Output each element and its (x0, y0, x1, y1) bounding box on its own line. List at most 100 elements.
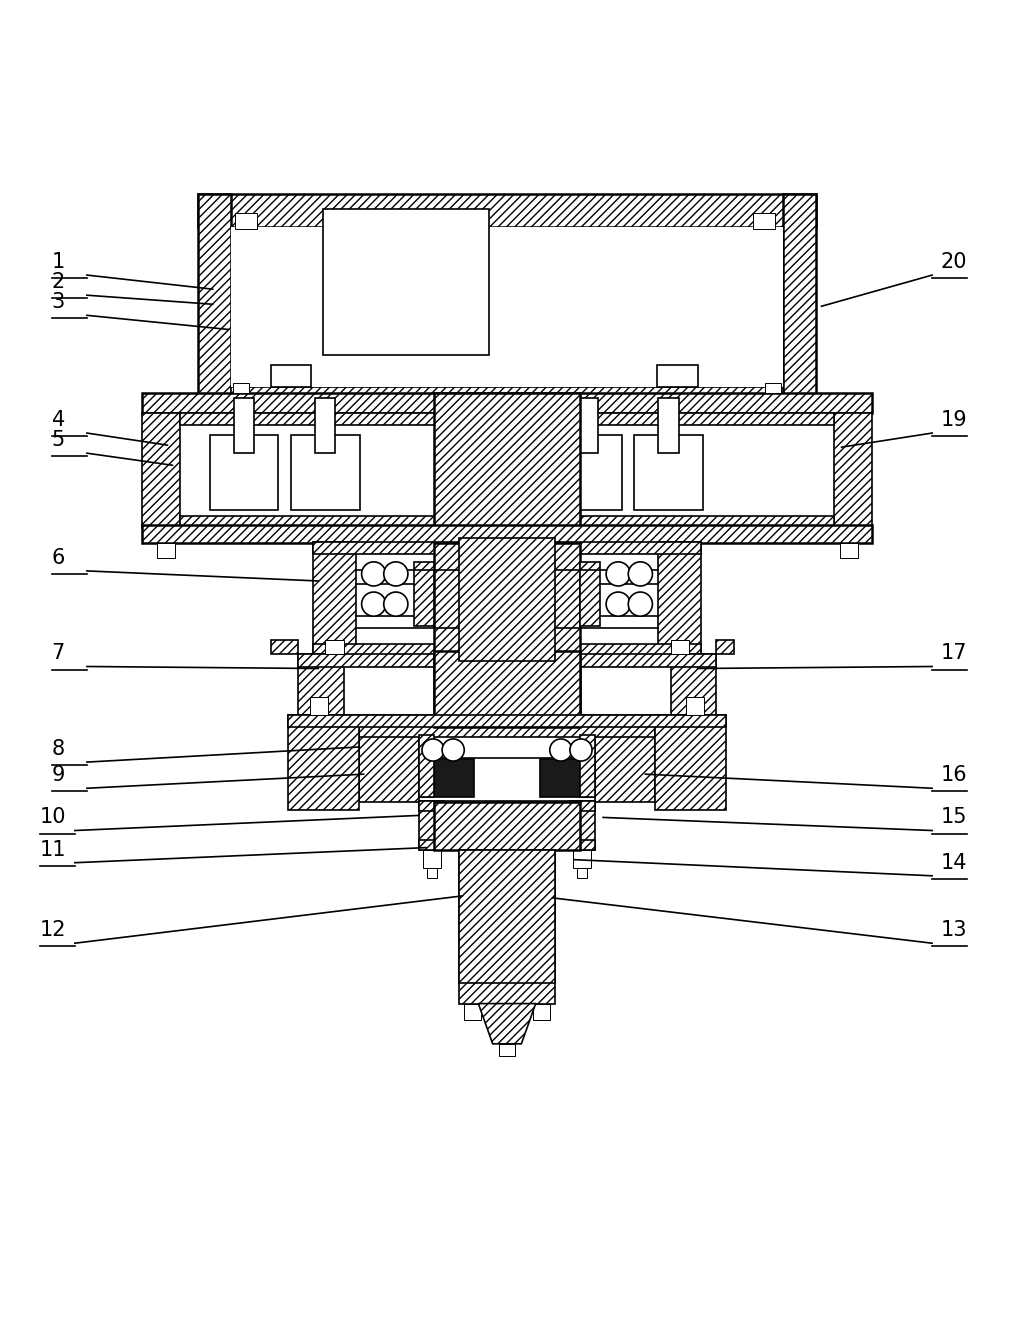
Bar (671, 640, 688, 655)
Bar (839, 543, 858, 557)
Text: 12: 12 (39, 920, 67, 940)
Bar (577, 868, 587, 878)
Circle shape (629, 592, 653, 616)
Bar (459, 981, 555, 1004)
Circle shape (442, 738, 464, 761)
Bar (434, 543, 580, 656)
Bar (580, 734, 595, 797)
Bar (671, 655, 715, 726)
Circle shape (422, 738, 444, 761)
Bar (323, 209, 489, 355)
Bar (423, 849, 441, 868)
Text: 1: 1 (51, 252, 65, 272)
Bar (210, 435, 278, 509)
Bar (434, 802, 580, 849)
Bar (414, 561, 434, 627)
Bar (314, 541, 700, 553)
Bar (314, 541, 355, 656)
Bar (311, 697, 328, 714)
Bar (186, 528, 206, 540)
Bar (554, 435, 623, 509)
Bar (289, 714, 725, 726)
Circle shape (383, 592, 408, 616)
Bar (658, 365, 697, 387)
Bar (198, 193, 231, 395)
Bar (419, 801, 444, 849)
Bar (316, 397, 335, 453)
Circle shape (606, 561, 631, 587)
Text: 17: 17 (940, 644, 968, 664)
Bar (181, 413, 833, 425)
Bar (419, 840, 595, 849)
Circle shape (606, 592, 631, 616)
Text: 2: 2 (51, 272, 65, 292)
Bar (580, 561, 600, 627)
Circle shape (361, 561, 385, 587)
Bar (499, 1044, 515, 1056)
Bar (578, 397, 598, 453)
Text: 3: 3 (51, 292, 65, 312)
Bar (427, 868, 437, 878)
Bar (271, 640, 299, 655)
Bar (533, 1004, 550, 1020)
Bar (533, 849, 555, 984)
Text: 6: 6 (51, 548, 65, 568)
Bar (325, 640, 343, 655)
Bar (464, 1004, 481, 1020)
Bar (181, 516, 833, 528)
Bar (419, 758, 474, 797)
Bar (142, 413, 181, 528)
Bar (833, 413, 872, 528)
Text: 13: 13 (940, 920, 968, 940)
Bar (299, 714, 715, 726)
Bar (231, 387, 783, 395)
Text: 20: 20 (940, 252, 968, 272)
Text: 9: 9 (51, 765, 65, 785)
Bar (234, 397, 254, 453)
Text: 4: 4 (51, 411, 65, 431)
Text: 11: 11 (39, 840, 67, 860)
Bar (358, 725, 419, 802)
Text: 7: 7 (51, 644, 65, 664)
Bar (715, 640, 734, 655)
Bar (434, 393, 580, 528)
Bar (157, 543, 176, 557)
Bar (292, 435, 359, 509)
Bar (142, 525, 872, 543)
Text: 15: 15 (940, 808, 968, 828)
Circle shape (383, 561, 408, 587)
Bar (142, 393, 872, 413)
Bar (573, 849, 591, 868)
Bar (198, 193, 816, 227)
Bar (659, 541, 700, 656)
Circle shape (550, 738, 572, 761)
Bar (459, 849, 481, 984)
Bar (459, 537, 555, 661)
Bar (656, 714, 725, 810)
Circle shape (629, 561, 653, 587)
Polygon shape (478, 1004, 536, 1044)
Bar (434, 656, 580, 726)
Bar (299, 655, 715, 666)
Text: 16: 16 (940, 765, 968, 785)
Bar (659, 397, 679, 453)
Bar (783, 193, 816, 395)
Text: 5: 5 (51, 431, 65, 451)
Text: 14: 14 (940, 853, 968, 873)
Bar (808, 528, 828, 540)
Bar (358, 725, 656, 737)
Bar (419, 734, 434, 797)
Bar (753, 213, 775, 229)
Text: 8: 8 (51, 738, 65, 758)
Bar (595, 725, 656, 802)
Bar (314, 644, 700, 656)
Bar (231, 227, 783, 387)
Bar (419, 801, 595, 812)
Bar (233, 383, 249, 393)
Bar (635, 435, 702, 509)
Bar (235, 213, 257, 229)
Circle shape (361, 592, 385, 616)
Bar (459, 849, 555, 984)
Bar (570, 801, 595, 849)
Bar (271, 365, 312, 387)
